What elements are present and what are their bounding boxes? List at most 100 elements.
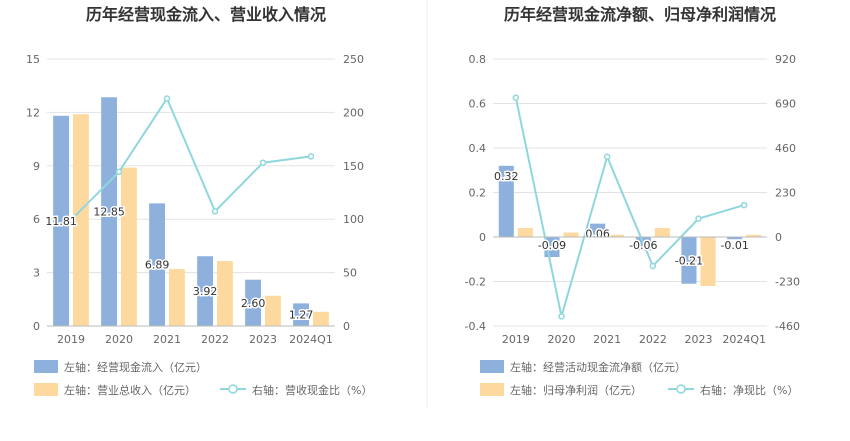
x-tick-label: 2021 [593,333,621,346]
x-tick-label: 2021 [153,333,181,346]
chart-title: 历年经营现金流净额、归母净利润情况 [504,5,776,24]
bars [498,165,762,286]
bar-value-label: 12.85 [93,206,125,219]
ratio-point [695,215,702,222]
legend-label: 左轴：经营现金流入（亿元） [64,360,207,374]
bar-secondary [217,261,233,326]
chart-title: 历年经营现金流入、营业收入情况 [86,5,326,24]
gridlines [493,58,767,327]
bar-primary [245,279,261,326]
right-tick-label: 100 [343,213,364,226]
left-tick-label: 0.8 [469,53,487,66]
x-axis: 2019 2020 2021 2022 2023 2024Q1 [493,236,767,346]
bar-primary [498,165,514,237]
bar-secondary [563,232,579,237]
ratio-line [67,95,315,224]
left-tick-label: 15 [26,53,40,66]
left-tick-label: -0.2 [465,276,486,289]
x-tick-label: 2024Q1 [289,333,333,346]
bar-primary [590,223,606,237]
ratio-point [558,313,565,320]
left-axis: 0 3 6 9 12 15 [26,53,40,333]
ratio-point [307,153,315,160]
ratio-point [603,153,611,160]
bar-value-label: -0.21 [675,254,703,267]
legend-swatch [480,383,504,396]
ratio-point [649,262,657,270]
right-tick-label: 150 [343,160,364,173]
bar-primary [197,256,213,326]
ratio-line-path [514,97,745,317]
bar-primary [293,303,309,326]
legend: 左轴：经营现金流入（亿元） 左轴：营业总收入（亿元） 右轴：营收现金比（%） [34,360,372,397]
legend-swatch [480,360,504,373]
x-tick-label: 2024Q1 [722,333,766,346]
left-axis: -0.4 -0.2 0 0.2 0.4 0.6 0.8 [465,53,486,333]
x-tick-label: 2022 [639,333,667,346]
bar-value-label: 0.32 [494,170,519,183]
bar-value-label: -0.06 [629,239,657,252]
x-tick-label: 2019 [502,333,530,346]
x-tick-label: 2023 [249,333,277,346]
x-tick-label: 2022 [201,333,229,346]
x-tick-label: 2019 [57,333,85,346]
bar-secondary [746,234,762,237]
ratio-point [512,94,520,101]
cash-inflow-revenue-chart: 历年经营现金流入、营业收入情况 0 3 6 9 12 15 0 50 100 150 200 250… [26,5,372,397]
right-tick-label: -460 [775,320,800,333]
legend-line-marker [676,384,686,394]
left-tick-label: 0.2 [469,187,487,200]
left-tick-label: 3 [33,267,40,280]
bar-secondary [313,311,329,326]
left-tick-label: 9 [33,160,40,173]
right-tick-label: 250 [343,53,364,66]
right-axis: 0 50 100 150 200 250 [343,53,364,333]
x-axis: 2019 2020 2021 2022 2023 2024Q1 [47,325,335,346]
bars [53,97,329,327]
right-tick-label: 0 [343,320,350,333]
bar-primary [53,115,69,326]
ratio-point [163,95,171,102]
left-tick-label: 0.6 [469,98,487,111]
x-tick-label: 2023 [685,333,713,346]
bar-value-label: 3.92 [193,285,218,298]
bar-secondary [654,228,670,237]
ratio-point [67,216,75,224]
bar-value-label: 11.81 [45,215,77,228]
bar-secondary [609,234,625,237]
bar-value-label: -0.09 [538,239,566,252]
bar-value-label: 2.60 [241,297,266,310]
bar-primary [681,237,697,284]
left-tick-label: 0 [479,231,486,244]
ratio-line [512,94,748,320]
data-labels: 11.81 12.85 6.89 3.92 2.60 1.27 [44,204,315,323]
x-tick-label: 2020 [548,333,576,346]
legend-label: 右轴：营收现金比（%） [252,383,372,397]
legend: 左轴：经营活动现金流净额（亿元） 左轴：归母净利润（亿元） 右轴：净现比（%） [480,360,798,397]
right-tick-label: 200 [343,106,364,119]
right-tick-label: 50 [343,267,357,280]
bar-primary [149,203,165,326]
left-tick-label: 0 [33,320,40,333]
bar-value-label: 1.27 [289,309,314,322]
bar-secondary [700,237,716,286]
bar-value-label: 6.89 [145,259,170,272]
bar-value-label: -0.01 [720,239,748,252]
legend-swatch [34,383,58,396]
gridlines [47,58,335,327]
left-tick-label: -0.4 [465,320,486,333]
bar-secondary [517,228,533,237]
bar-secondary [265,295,281,326]
right-tick-label: -230 [775,276,800,289]
bar-value-label: 0.06 [585,228,610,241]
x-tick-label: 2020 [105,333,133,346]
right-tick-label: 920 [775,53,796,66]
right-tick-label: 0 [775,231,782,244]
ratio-point [259,159,267,166]
left-tick-label: 12 [26,106,40,119]
left-tick-label: 6 [33,213,40,226]
right-tick-label: 690 [775,98,796,111]
right-axis: -460 -230 0 230 460 690 920 [775,53,800,333]
ratio-point [211,208,219,215]
legend-line-marker [228,384,238,394]
